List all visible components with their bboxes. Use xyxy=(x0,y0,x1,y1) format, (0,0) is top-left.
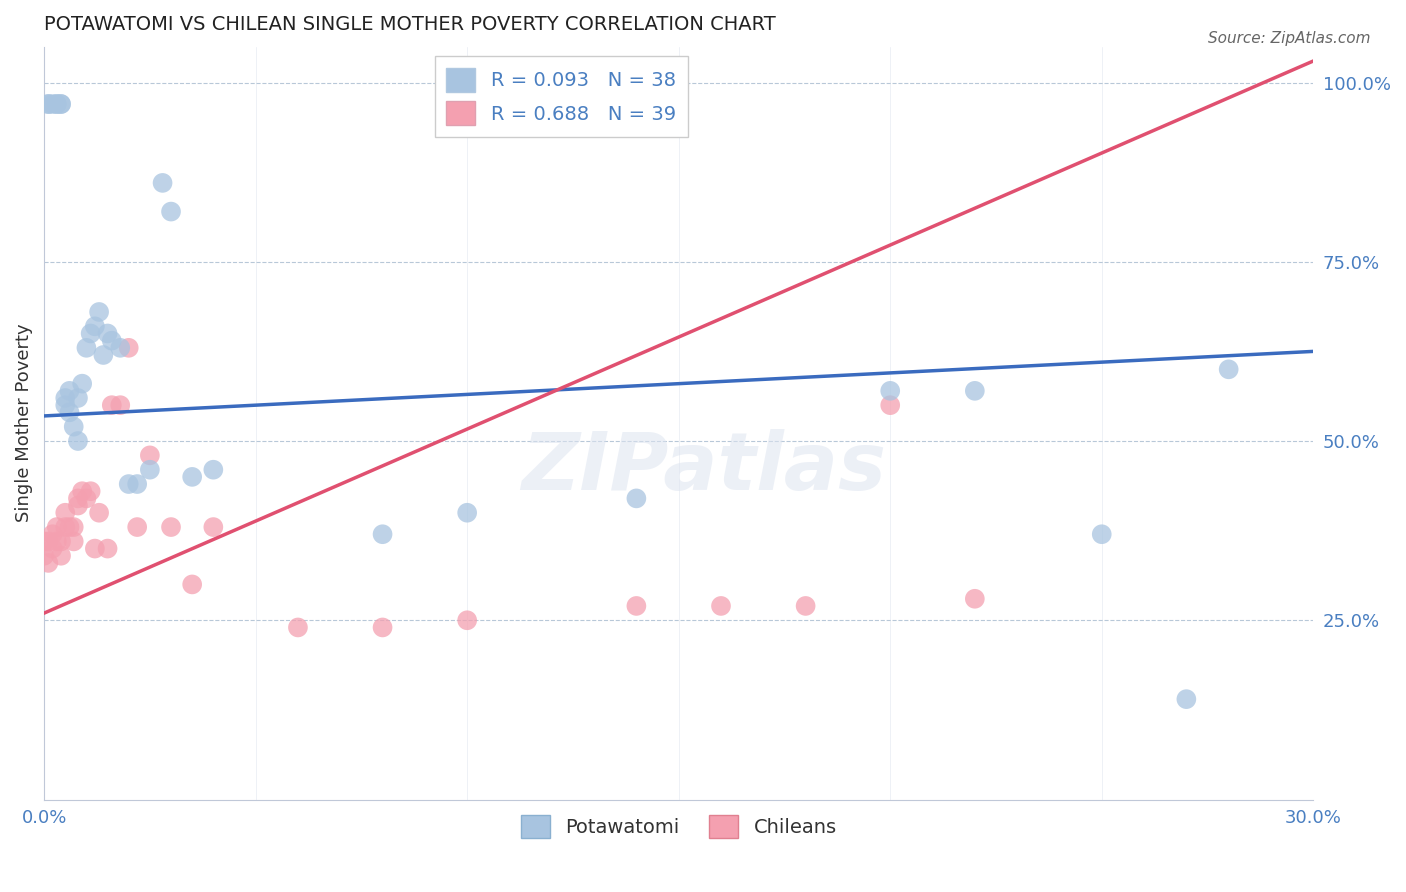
Point xyxy=(879,384,901,398)
Point xyxy=(49,97,72,112)
Point xyxy=(62,534,84,549)
Point xyxy=(66,391,89,405)
Point xyxy=(75,341,97,355)
Point xyxy=(79,326,101,341)
Point xyxy=(37,534,59,549)
Point xyxy=(37,97,59,112)
Point xyxy=(110,398,132,412)
Point xyxy=(87,305,110,319)
Point xyxy=(58,384,80,398)
Point xyxy=(83,319,105,334)
Point xyxy=(97,326,120,341)
Point xyxy=(45,520,67,534)
Point xyxy=(87,506,110,520)
Legend: Potawatomi, Chileans: Potawatomi, Chileans xyxy=(513,807,845,847)
Point xyxy=(53,520,76,534)
Point xyxy=(1091,527,1114,541)
Point xyxy=(62,520,84,534)
Point xyxy=(181,577,204,591)
Point xyxy=(160,520,183,534)
Point xyxy=(118,341,141,355)
Point xyxy=(66,491,89,506)
Point xyxy=(110,341,132,355)
Point xyxy=(963,591,986,606)
Point xyxy=(118,477,141,491)
Point xyxy=(152,176,174,190)
Point xyxy=(79,484,101,499)
Point xyxy=(49,534,72,549)
Point xyxy=(287,620,309,634)
Point xyxy=(371,527,394,541)
Point xyxy=(58,405,80,419)
Point xyxy=(371,620,394,634)
Point xyxy=(456,506,478,520)
Point xyxy=(160,204,183,219)
Point xyxy=(963,384,986,398)
Point xyxy=(32,549,55,563)
Point xyxy=(45,534,67,549)
Point xyxy=(101,334,124,348)
Point xyxy=(127,520,149,534)
Point xyxy=(37,556,59,570)
Point xyxy=(53,506,76,520)
Point xyxy=(41,97,63,112)
Point xyxy=(75,491,97,506)
Text: POTAWATOMI VS CHILEAN SINGLE MOTHER POVERTY CORRELATION CHART: POTAWATOMI VS CHILEAN SINGLE MOTHER POVE… xyxy=(44,15,776,34)
Point xyxy=(83,541,105,556)
Point xyxy=(53,391,76,405)
Point xyxy=(456,613,478,627)
Point xyxy=(1218,362,1240,376)
Point xyxy=(202,463,225,477)
Point xyxy=(66,434,89,448)
Point xyxy=(66,499,89,513)
Point xyxy=(97,541,120,556)
Point xyxy=(626,599,648,613)
Point xyxy=(37,97,59,112)
Point xyxy=(49,97,72,112)
Point xyxy=(49,549,72,563)
Point xyxy=(70,484,93,499)
Point xyxy=(127,477,149,491)
Point xyxy=(710,599,733,613)
Point xyxy=(181,470,204,484)
Point xyxy=(45,97,67,112)
Point xyxy=(139,463,162,477)
Point xyxy=(626,491,648,506)
Point xyxy=(70,376,93,391)
Point xyxy=(53,398,76,412)
Point xyxy=(202,520,225,534)
Point xyxy=(32,534,55,549)
Point xyxy=(58,520,80,534)
Point xyxy=(879,398,901,412)
Point xyxy=(41,527,63,541)
Text: ZIPatlas: ZIPatlas xyxy=(522,429,887,508)
Point xyxy=(794,599,817,613)
Point xyxy=(91,348,114,362)
Point xyxy=(45,97,67,112)
Point xyxy=(1175,692,1198,706)
Point xyxy=(139,448,162,462)
Text: Source: ZipAtlas.com: Source: ZipAtlas.com xyxy=(1208,31,1371,46)
Point xyxy=(62,419,84,434)
Point xyxy=(101,398,124,412)
Y-axis label: Single Mother Poverty: Single Mother Poverty xyxy=(15,324,32,523)
Point xyxy=(41,541,63,556)
